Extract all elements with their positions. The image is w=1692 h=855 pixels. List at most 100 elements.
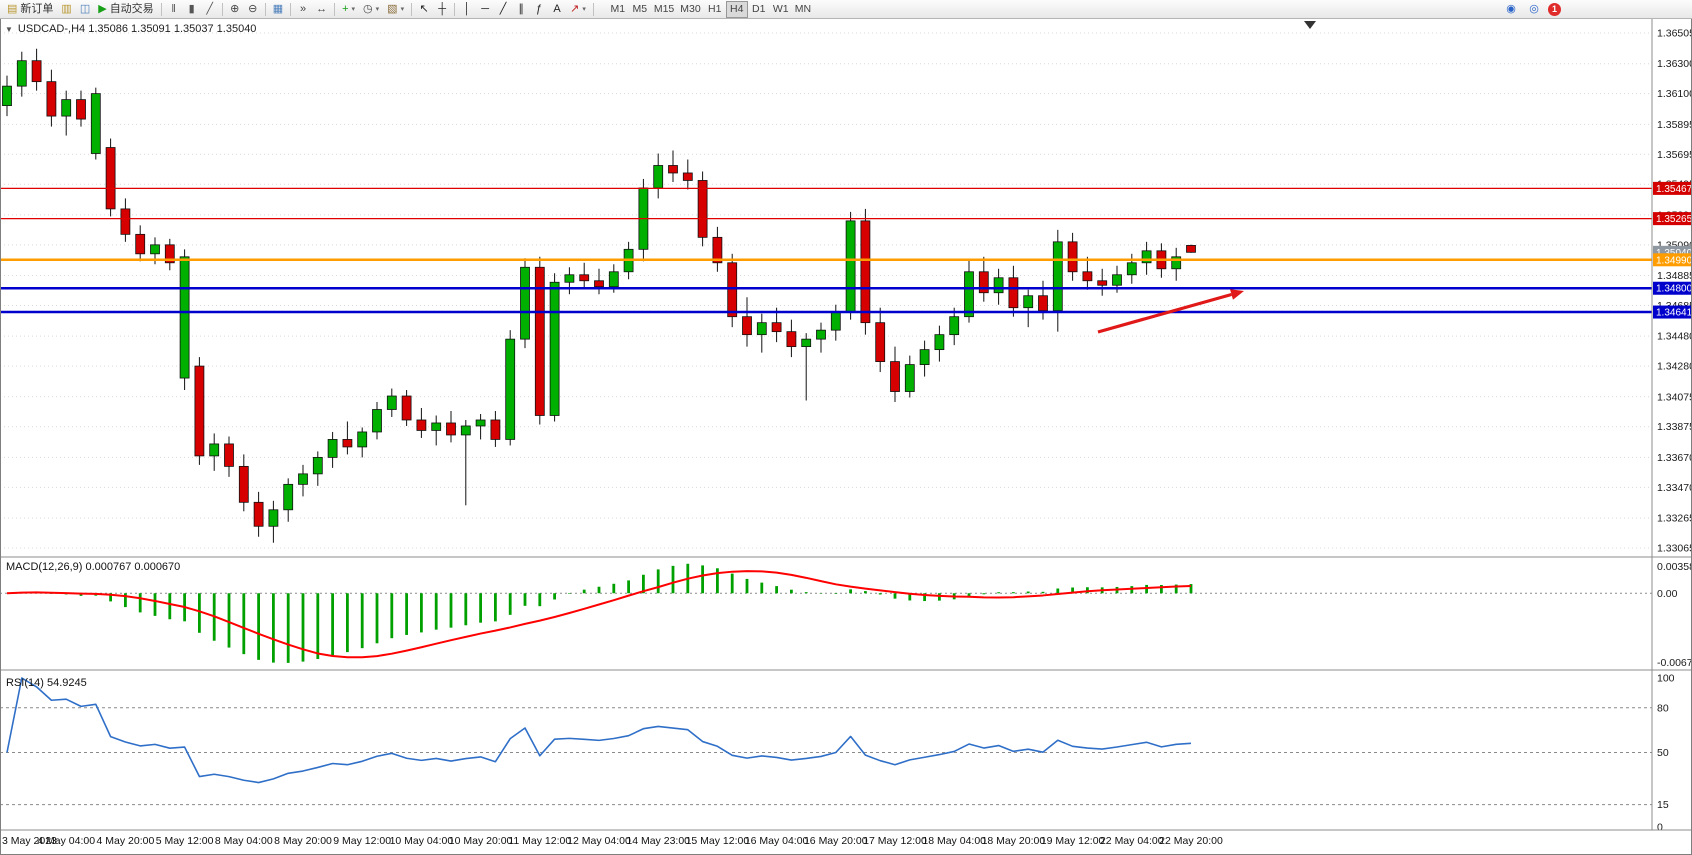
auto-scroll-button[interactable]: » (294, 1, 312, 18)
vertical-line-icon: │ (463, 2, 471, 15)
templates-icon: ▧ (387, 2, 398, 15)
trendline-button[interactable]: ╱ (494, 1, 512, 18)
dropdown-caret-icon: ▾ (375, 5, 380, 13)
time-axis-label: 11 May 12:00 (508, 835, 571, 847)
chart-symbol-ohlc: USDCAD-,H4 1.35086 1.35091 1.35037 1.350… (17, 23, 257, 35)
candle (520, 266, 530, 340)
candle (727, 262, 738, 318)
time-axis-label: 4 May 04:00 (37, 835, 95, 847)
price-tick: 1.34075 (1657, 391, 1692, 403)
candle (786, 331, 797, 348)
templates-button[interactable]: ▧ ▾ (383, 1, 408, 18)
profiles-button[interactable]: ◫ (76, 1, 94, 18)
price-tick: 1.34885 (1657, 270, 1692, 282)
candle (475, 419, 486, 427)
candlestick-chart-icon: ▮ (188, 2, 195, 15)
timeframe-MN-button[interactable]: MN (794, 2, 812, 15)
trend-arrow-head[interactable] (1229, 289, 1244, 300)
auto-trading-icon: ▶ (98, 2, 107, 15)
hline-price-label (1653, 253, 1692, 267)
candle (742, 316, 752, 336)
candle (682, 172, 693, 181)
new-order-button[interactable]: ▤ 新订单 (3, 1, 57, 18)
timeframe-M15-button[interactable]: M15 (653, 2, 675, 15)
price-tick: 1.36100 (1657, 88, 1692, 100)
periods-icon: ◷ (363, 2, 373, 15)
notifications-badge[interactable]: 1 (1548, 2, 1561, 16)
indicators-button[interactable]: + ▾ (338, 1, 359, 18)
chart-shift-marker[interactable] (1304, 21, 1316, 29)
timeframe-M30-button[interactable]: M30 (680, 2, 701, 15)
timeframe-W1-button[interactable]: W1 (772, 2, 789, 15)
tile-windows-icon: ▦ (272, 2, 284, 15)
community-button[interactable]: ◉ (1502, 1, 1520, 18)
news-button[interactable]: ◎ (1525, 1, 1543, 18)
indicators-icon: + (342, 2, 349, 15)
time-axis-label: 15 May 12:00 (686, 835, 750, 847)
candle (993, 277, 1004, 294)
time-axis-label: 9 May 12:00 (333, 835, 391, 847)
candle (490, 419, 501, 440)
candle (949, 316, 960, 336)
candle (209, 443, 220, 457)
auto-trading-button[interactable]: ▶ 自动交易 (94, 1, 157, 18)
macd-axis-top: 0.003581 (1657, 561, 1692, 573)
line-chart-button[interactable]: ╱ (201, 1, 219, 18)
community-icon: ◉ (1506, 2, 1516, 15)
cursor-button[interactable]: ↖ (415, 1, 433, 18)
candle (801, 338, 812, 348)
vertical-line-button[interactable]: │ (458, 1, 476, 18)
zoom-in-button[interactable]: ⊕ (226, 1, 244, 18)
toolbar-separator (264, 2, 266, 16)
bar-chart-button[interactable]: ‖ (165, 1, 183, 18)
collapse-subwindow-icon[interactable]: ▼ (5, 24, 13, 34)
fibonacci-icon: ƒ (536, 2, 543, 15)
candlestick-chart-button[interactable]: ▮ (183, 1, 201, 18)
hline-price-text: 1.34800 (1656, 284, 1692, 295)
zoom-out-icon: ⊖ (248, 2, 258, 15)
toolbar-separator (221, 2, 223, 16)
time-axis-label: 4 May 20:00 (97, 835, 155, 847)
tile-windows-button[interactable]: ▦ (269, 1, 287, 18)
trend-arrow-line[interactable] (1097, 292, 1232, 334)
text-button[interactable]: A (548, 1, 566, 18)
timeframe-H1-button[interactable]: H1 (707, 2, 722, 15)
new-chart-button[interactable]: ▥ (57, 1, 75, 18)
timeframe-M5-button[interactable]: M5 (632, 2, 648, 15)
candle (16, 60, 27, 87)
line-chart-icon: ╱ (206, 2, 213, 15)
fibonacci-button[interactable]: ƒ (530, 1, 548, 18)
horizontal-line-button[interactable]: ─ (476, 1, 494, 18)
candle (1038, 295, 1048, 312)
candle (1023, 295, 1034, 309)
price-tick: 1.35695 (1657, 149, 1692, 161)
time-axis-label: 3 May 2023 (2, 835, 57, 847)
time-axis-label: 16 May 04:00 (745, 835, 809, 847)
arrows-tool-button[interactable]: ↗ ▾ (566, 1, 590, 18)
candle (1067, 241, 1078, 273)
toolbar-separator (592, 2, 594, 16)
timeframe-D1-button[interactable]: D1 (751, 2, 766, 15)
chart-shift-button[interactable]: ↔ (312, 1, 331, 18)
crosshair-button[interactable]: ┼ (433, 1, 451, 18)
zoom-out-button[interactable]: ⊖ (244, 1, 262, 18)
candle (816, 329, 826, 340)
candle (357, 431, 368, 448)
candle (579, 274, 590, 282)
price-tick: 1.36505 (1657, 28, 1692, 40)
macd-axis-zero: 0.00 (1657, 588, 1678, 600)
new-order-label: 新订单 (20, 2, 54, 15)
rsi-axis-label: 0 (1657, 822, 1663, 834)
chart-shift-icon: ↔ (316, 2, 328, 15)
periods-button[interactable]: ◷ ▾ (359, 1, 383, 18)
time-axis-label: 10 May 20:00 (449, 835, 513, 847)
timeframe-M1-button[interactable]: M1 (610, 2, 626, 15)
equidistant-channel-button[interactable]: ∥ (512, 1, 530, 18)
candle (564, 274, 575, 283)
candle (1126, 262, 1137, 276)
candles-series (2, 48, 1196, 543)
toolbar-separator (290, 2, 292, 16)
timeframe-H4-button[interactable]: H4 (725, 0, 748, 18)
